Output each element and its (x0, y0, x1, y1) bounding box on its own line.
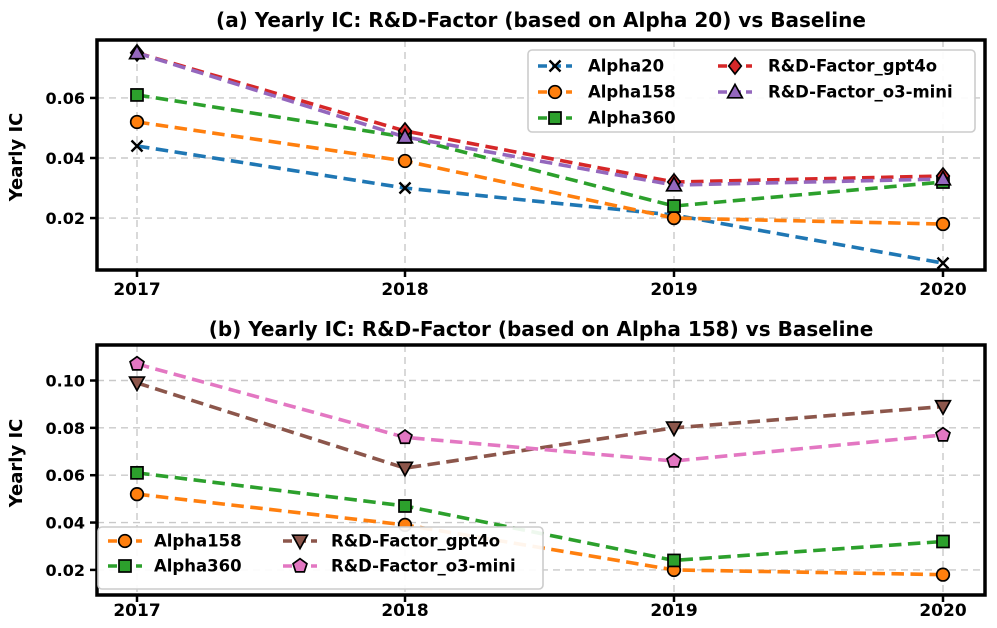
triangle-up-marker-icon (934, 169, 952, 186)
y-tick-label: 0.10 (46, 372, 85, 391)
legend-label: Alpha20 (588, 57, 664, 76)
square-marker-icon (398, 499, 412, 513)
square-marker-icon (667, 199, 681, 213)
x-tick-label: 2019 (650, 280, 697, 300)
triangle-up-marker-icon (396, 127, 414, 144)
circle-marker-icon (935, 567, 951, 582)
plot-frame (95, 343, 987, 597)
legend-label: Alpha158 (588, 83, 676, 102)
x-tick-label: 2020 (919, 280, 966, 300)
legend-triangle-down-marker-icon (291, 534, 309, 551)
subplot-b: 2017 2018 2019 2020 0.02 0.04 0.06 0.08 0.10 Year… (0, 310, 997, 628)
series-line-alpha20 (136, 144, 944, 265)
x-tick-label: 2017 (113, 280, 160, 300)
plot-frame (95, 38, 987, 272)
legend-pentagon-marker-icon (292, 557, 308, 573)
chart-title: (a) Yearly IC: R&D-Factor (based on Alph… (216, 8, 866, 32)
x-marker-icon (130, 139, 144, 153)
legend-label: Alpha360 (154, 557, 242, 576)
circle-marker-icon (397, 153, 413, 169)
y-tick-label: 0.04 (46, 514, 85, 533)
y-tick-label: 0.04 (46, 149, 85, 168)
x-tick-label: 2020 (919, 601, 966, 621)
series-line-r-d-factor-gpt4o (136, 381, 944, 470)
triangle-down-marker-icon (934, 399, 952, 416)
legend-label: R&D-Factor_gpt4o (331, 532, 500, 551)
y-tick-label: 0.06 (46, 89, 85, 108)
triangle-up-marker-icon (128, 43, 146, 60)
legend-label: R&D-Factor_gpt4o (768, 57, 937, 76)
axis-ticks (90, 96, 945, 277)
square-marker-icon (130, 465, 144, 480)
x-marker-icon (398, 181, 412, 195)
triangle-up-marker-icon (665, 175, 683, 192)
triangle-down-marker-icon (128, 376, 146, 393)
x-tick-label: 2017 (113, 601, 160, 621)
legend-label: Alpha158 (154, 532, 242, 551)
legend: Alpha158 Alpha360 R&D-Factor_gpt4o R&D-Fact… (97, 526, 544, 590)
circle-marker-icon (666, 210, 682, 226)
y-tick-label: 0.02 (46, 209, 85, 228)
y-tick-label: 0.08 (46, 419, 85, 438)
legend-label: R&D-Factor_o3-mini (768, 83, 953, 102)
x-tick-label: 2018 (381, 601, 428, 621)
circle-marker-icon (129, 114, 145, 130)
series-line-r-d-factor-gpt4o (136, 51, 944, 184)
series-line-alpha360 (136, 93, 944, 208)
legend-square-marker-icon (118, 559, 132, 573)
series-line-r-d-factor-o3-mini (136, 362, 944, 463)
legend-circle-marker-icon (547, 84, 563, 100)
square-marker-icon (130, 88, 144, 102)
circle-marker-icon (129, 486, 145, 502)
y-axis-label: Yearly IC (6, 419, 27, 509)
chart-title: (b) Yearly IC: R&D-Factor (based on Alph… (209, 317, 874, 341)
legend-box (97, 526, 544, 590)
legend-circle-marker-icon (117, 533, 133, 549)
x-tick-label: 2019 (650, 601, 697, 621)
pentagon-marker-icon (397, 428, 413, 445)
subplot-a: 2017 2018 2019 2020 0.02 0.04 0.06 Yearly IC (a)… (0, 0, 997, 310)
series-line-alpha158 (136, 120, 944, 226)
triangle-down-marker-icon (665, 421, 683, 438)
y-tick-label: 0.06 (46, 466, 85, 485)
y-axis-label: Yearly IC (6, 113, 27, 203)
chart-a-svg: 2017 2018 2019 2020 0.02 0.04 0.06 Yearly IC (a)… (6, 8, 987, 300)
chart-b-svg: 2017 2018 2019 2020 0.02 0.04 0.06 0.08 0.10 Year… (6, 317, 987, 621)
y-tick-label: 0.02 (46, 561, 85, 580)
legend-triangle-up-marker-icon (726, 82, 744, 99)
pentagon-marker-icon (666, 452, 682, 468)
legend-label: R&D-Factor_o3-mini (331, 557, 516, 576)
series-line-r-d-factor-o3-mini (136, 51, 944, 187)
x-marker-icon (936, 256, 950, 270)
x-tick-label: 2018 (381, 280, 428, 300)
circle-marker-icon (935, 216, 951, 232)
legend-square-marker-icon (548, 111, 562, 125)
square-marker-icon (936, 534, 950, 549)
legend-x-marker-icon (548, 59, 562, 73)
legend-label: Alpha360 (588, 109, 676, 128)
square-marker-icon (667, 553, 681, 568)
pentagon-marker-icon (935, 426, 951, 442)
legend-diamond-marker-icon (727, 56, 743, 76)
triangle-down-marker-icon (396, 461, 414, 478)
legend: Alpha20 Alpha158 Alpha360 R&D-Factor_gpt4o R… (527, 49, 976, 133)
pentagon-marker-icon (129, 355, 145, 371)
